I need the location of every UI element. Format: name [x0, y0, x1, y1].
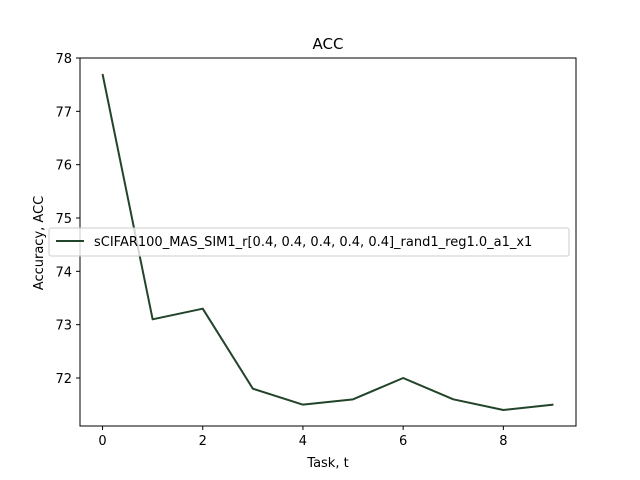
y-axis-ticks: 72 73 74 75 76 77 78: [55, 52, 80, 387]
x-tick-label: 8: [499, 434, 507, 449]
y-tick-label: 72: [55, 372, 72, 387]
y-tick-label: 77: [55, 105, 72, 120]
x-tick-label: 2: [199, 434, 207, 449]
y-axis-label: Accuracy, ACC: [32, 196, 47, 290]
y-tick-label: 78: [55, 52, 72, 67]
y-tick-label: 74: [55, 265, 72, 280]
x-axis-ticks: 0 2 4 6 8: [98, 426, 507, 449]
legend-label: sCIFAR100_MAS_SIM1_r[0.4, 0.4, 0.4, 0.4,…: [94, 235, 532, 250]
x-axis-label: Task, t: [306, 456, 348, 471]
y-tick-label: 73: [55, 319, 72, 334]
series-layer: [101, 73, 554, 411]
y-tick-label: 76: [55, 159, 72, 174]
x-tick-label: 4: [299, 434, 307, 449]
legend: sCIFAR100_MAS_SIM1_r[0.4, 0.4, 0.4, 0.4,…: [48, 227, 570, 257]
y-tick-label: 75: [55, 212, 72, 227]
x-tick-label: 0: [98, 434, 106, 449]
plot-area: 0 2 4 6 8 72 73 74 75 76 77 78: [55, 52, 577, 449]
chart-title: ACC: [313, 35, 344, 53]
legend-box: [48, 227, 570, 257]
x-tick-label: 6: [399, 434, 407, 449]
series-line: [101, 73, 554, 411]
